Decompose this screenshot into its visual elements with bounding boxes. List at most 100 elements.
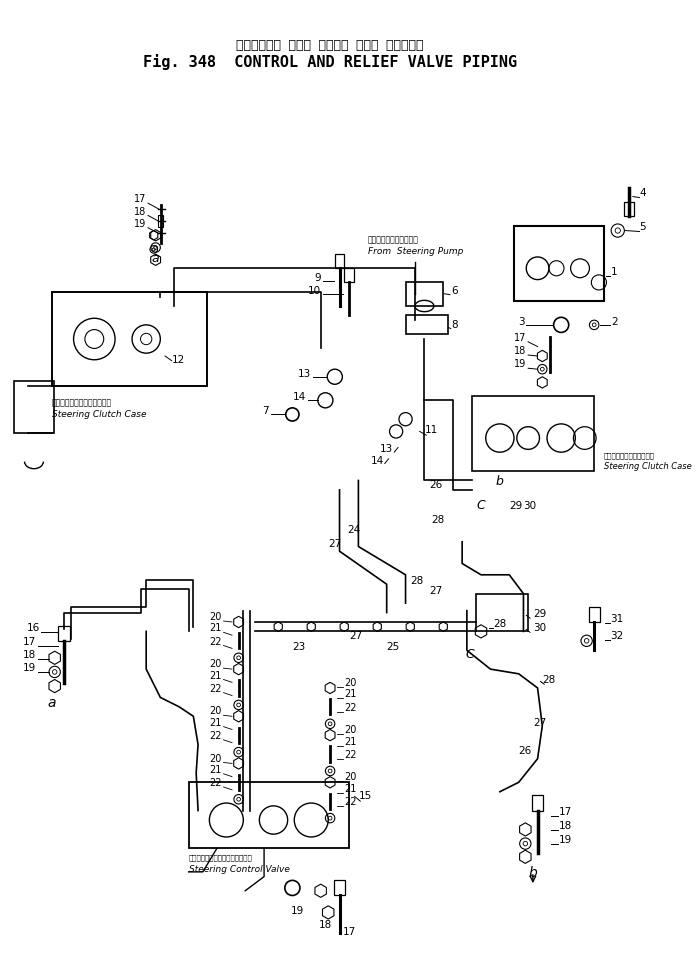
Bar <box>476 594 528 631</box>
Text: 22: 22 <box>344 702 357 712</box>
Text: 22: 22 <box>344 797 357 807</box>
Text: 23: 23 <box>293 642 306 653</box>
Text: 31: 31 <box>610 614 624 624</box>
Text: 22: 22 <box>209 731 222 741</box>
Text: 28: 28 <box>410 576 424 586</box>
Text: 27: 27 <box>349 631 362 641</box>
Text: 17: 17 <box>22 637 36 647</box>
Bar <box>59 625 70 641</box>
Bar <box>405 282 443 306</box>
Text: Steering Clutch Case: Steering Clutch Case <box>52 410 146 419</box>
Text: 25: 25 <box>386 642 400 653</box>
Text: 18: 18 <box>318 920 332 930</box>
Text: b: b <box>496 475 504 488</box>
Text: 20: 20 <box>209 753 222 764</box>
Text: 20: 20 <box>209 612 222 622</box>
Text: Steering Clutch Case: Steering Clutch Case <box>603 462 692 471</box>
Text: 24: 24 <box>347 526 360 535</box>
Text: 8: 8 <box>451 319 457 329</box>
Text: 20: 20 <box>209 706 222 716</box>
Text: a: a <box>152 252 160 265</box>
Text: 18: 18 <box>134 206 146 217</box>
Text: 32: 32 <box>610 631 624 641</box>
Bar <box>532 795 543 811</box>
Text: C: C <box>466 648 474 660</box>
Text: 21: 21 <box>209 670 222 681</box>
Text: 26: 26 <box>519 746 532 756</box>
Text: 19: 19 <box>22 663 36 673</box>
Text: 19: 19 <box>290 907 304 916</box>
Text: 11: 11 <box>424 425 438 436</box>
Bar <box>188 783 349 848</box>
Text: 4: 4 <box>640 188 646 197</box>
Bar <box>334 880 345 896</box>
Text: a: a <box>48 696 56 710</box>
Text: 20: 20 <box>344 725 356 736</box>
Text: 19: 19 <box>514 360 526 369</box>
Text: 20: 20 <box>209 659 222 669</box>
Text: 20: 20 <box>344 678 356 688</box>
Text: Steering Control Valve: Steering Control Valve <box>188 865 290 873</box>
Text: 22: 22 <box>209 684 222 694</box>
Text: 10: 10 <box>307 285 321 296</box>
Text: 1: 1 <box>611 267 618 276</box>
Text: コントロール および リリーフ バルブ パイピング: コントロール および リリーフ バルブ パイピング <box>237 39 424 52</box>
Bar <box>335 254 344 269</box>
Text: Fig. 348  CONTROL AND RELIEF VALVE PIPING: Fig. 348 CONTROL AND RELIEF VALVE PIPING <box>143 54 517 70</box>
Text: ステアリングクラッチケー: ステアリングクラッチケー <box>603 452 654 458</box>
Text: 29: 29 <box>510 501 522 511</box>
Bar <box>514 226 603 301</box>
Text: 29: 29 <box>533 610 546 619</box>
Text: 21: 21 <box>209 765 222 775</box>
Text: 27: 27 <box>429 585 442 596</box>
Text: 21: 21 <box>344 737 356 746</box>
Text: 19: 19 <box>559 834 572 845</box>
Text: 12: 12 <box>172 355 185 364</box>
Text: b: b <box>528 866 538 879</box>
Text: 17: 17 <box>134 194 146 204</box>
Text: 14: 14 <box>293 393 307 403</box>
Text: 22: 22 <box>209 778 222 788</box>
Bar <box>472 396 594 471</box>
Text: 13: 13 <box>298 368 312 379</box>
Text: 27: 27 <box>533 718 546 728</box>
Bar <box>624 202 634 216</box>
Text: 14: 14 <box>370 456 384 466</box>
Text: 28: 28 <box>431 515 444 525</box>
Text: 26: 26 <box>429 480 442 490</box>
Text: 3: 3 <box>518 317 524 327</box>
Text: 21: 21 <box>209 718 222 728</box>
Text: 18: 18 <box>514 346 526 356</box>
Text: 9: 9 <box>314 273 321 282</box>
Text: 7: 7 <box>262 406 269 416</box>
Bar <box>589 607 600 622</box>
Text: 22: 22 <box>344 749 357 760</box>
Text: 6: 6 <box>451 285 457 296</box>
Text: ステアリングコントロールバルブ: ステアリングコントロールバルブ <box>188 855 253 862</box>
Bar <box>14 381 54 434</box>
Text: 13: 13 <box>380 445 393 454</box>
Text: 22: 22 <box>209 637 222 647</box>
Text: 2: 2 <box>611 317 618 327</box>
Bar <box>344 269 354 282</box>
Text: 15: 15 <box>358 791 372 801</box>
Bar <box>52 292 207 386</box>
Text: 28: 28 <box>494 618 507 628</box>
Text: 30: 30 <box>524 501 537 511</box>
Text: 30: 30 <box>533 623 546 633</box>
Text: 5: 5 <box>640 222 646 232</box>
Text: 28: 28 <box>542 675 556 685</box>
Text: 18: 18 <box>22 650 36 659</box>
Text: 16: 16 <box>27 623 40 633</box>
Text: 17: 17 <box>514 333 526 343</box>
Text: 17: 17 <box>559 807 572 818</box>
Text: C: C <box>477 499 485 512</box>
Text: ステアリングポンプから: ステアリングポンプから <box>368 235 419 245</box>
Text: 17: 17 <box>342 927 356 937</box>
Text: ステアリングクラッチケース: ステアリングクラッチケース <box>52 398 112 407</box>
Bar <box>405 316 448 334</box>
Text: 21: 21 <box>344 784 356 793</box>
Text: 21: 21 <box>344 690 356 700</box>
Bar <box>52 292 207 386</box>
Text: 19: 19 <box>134 219 146 229</box>
